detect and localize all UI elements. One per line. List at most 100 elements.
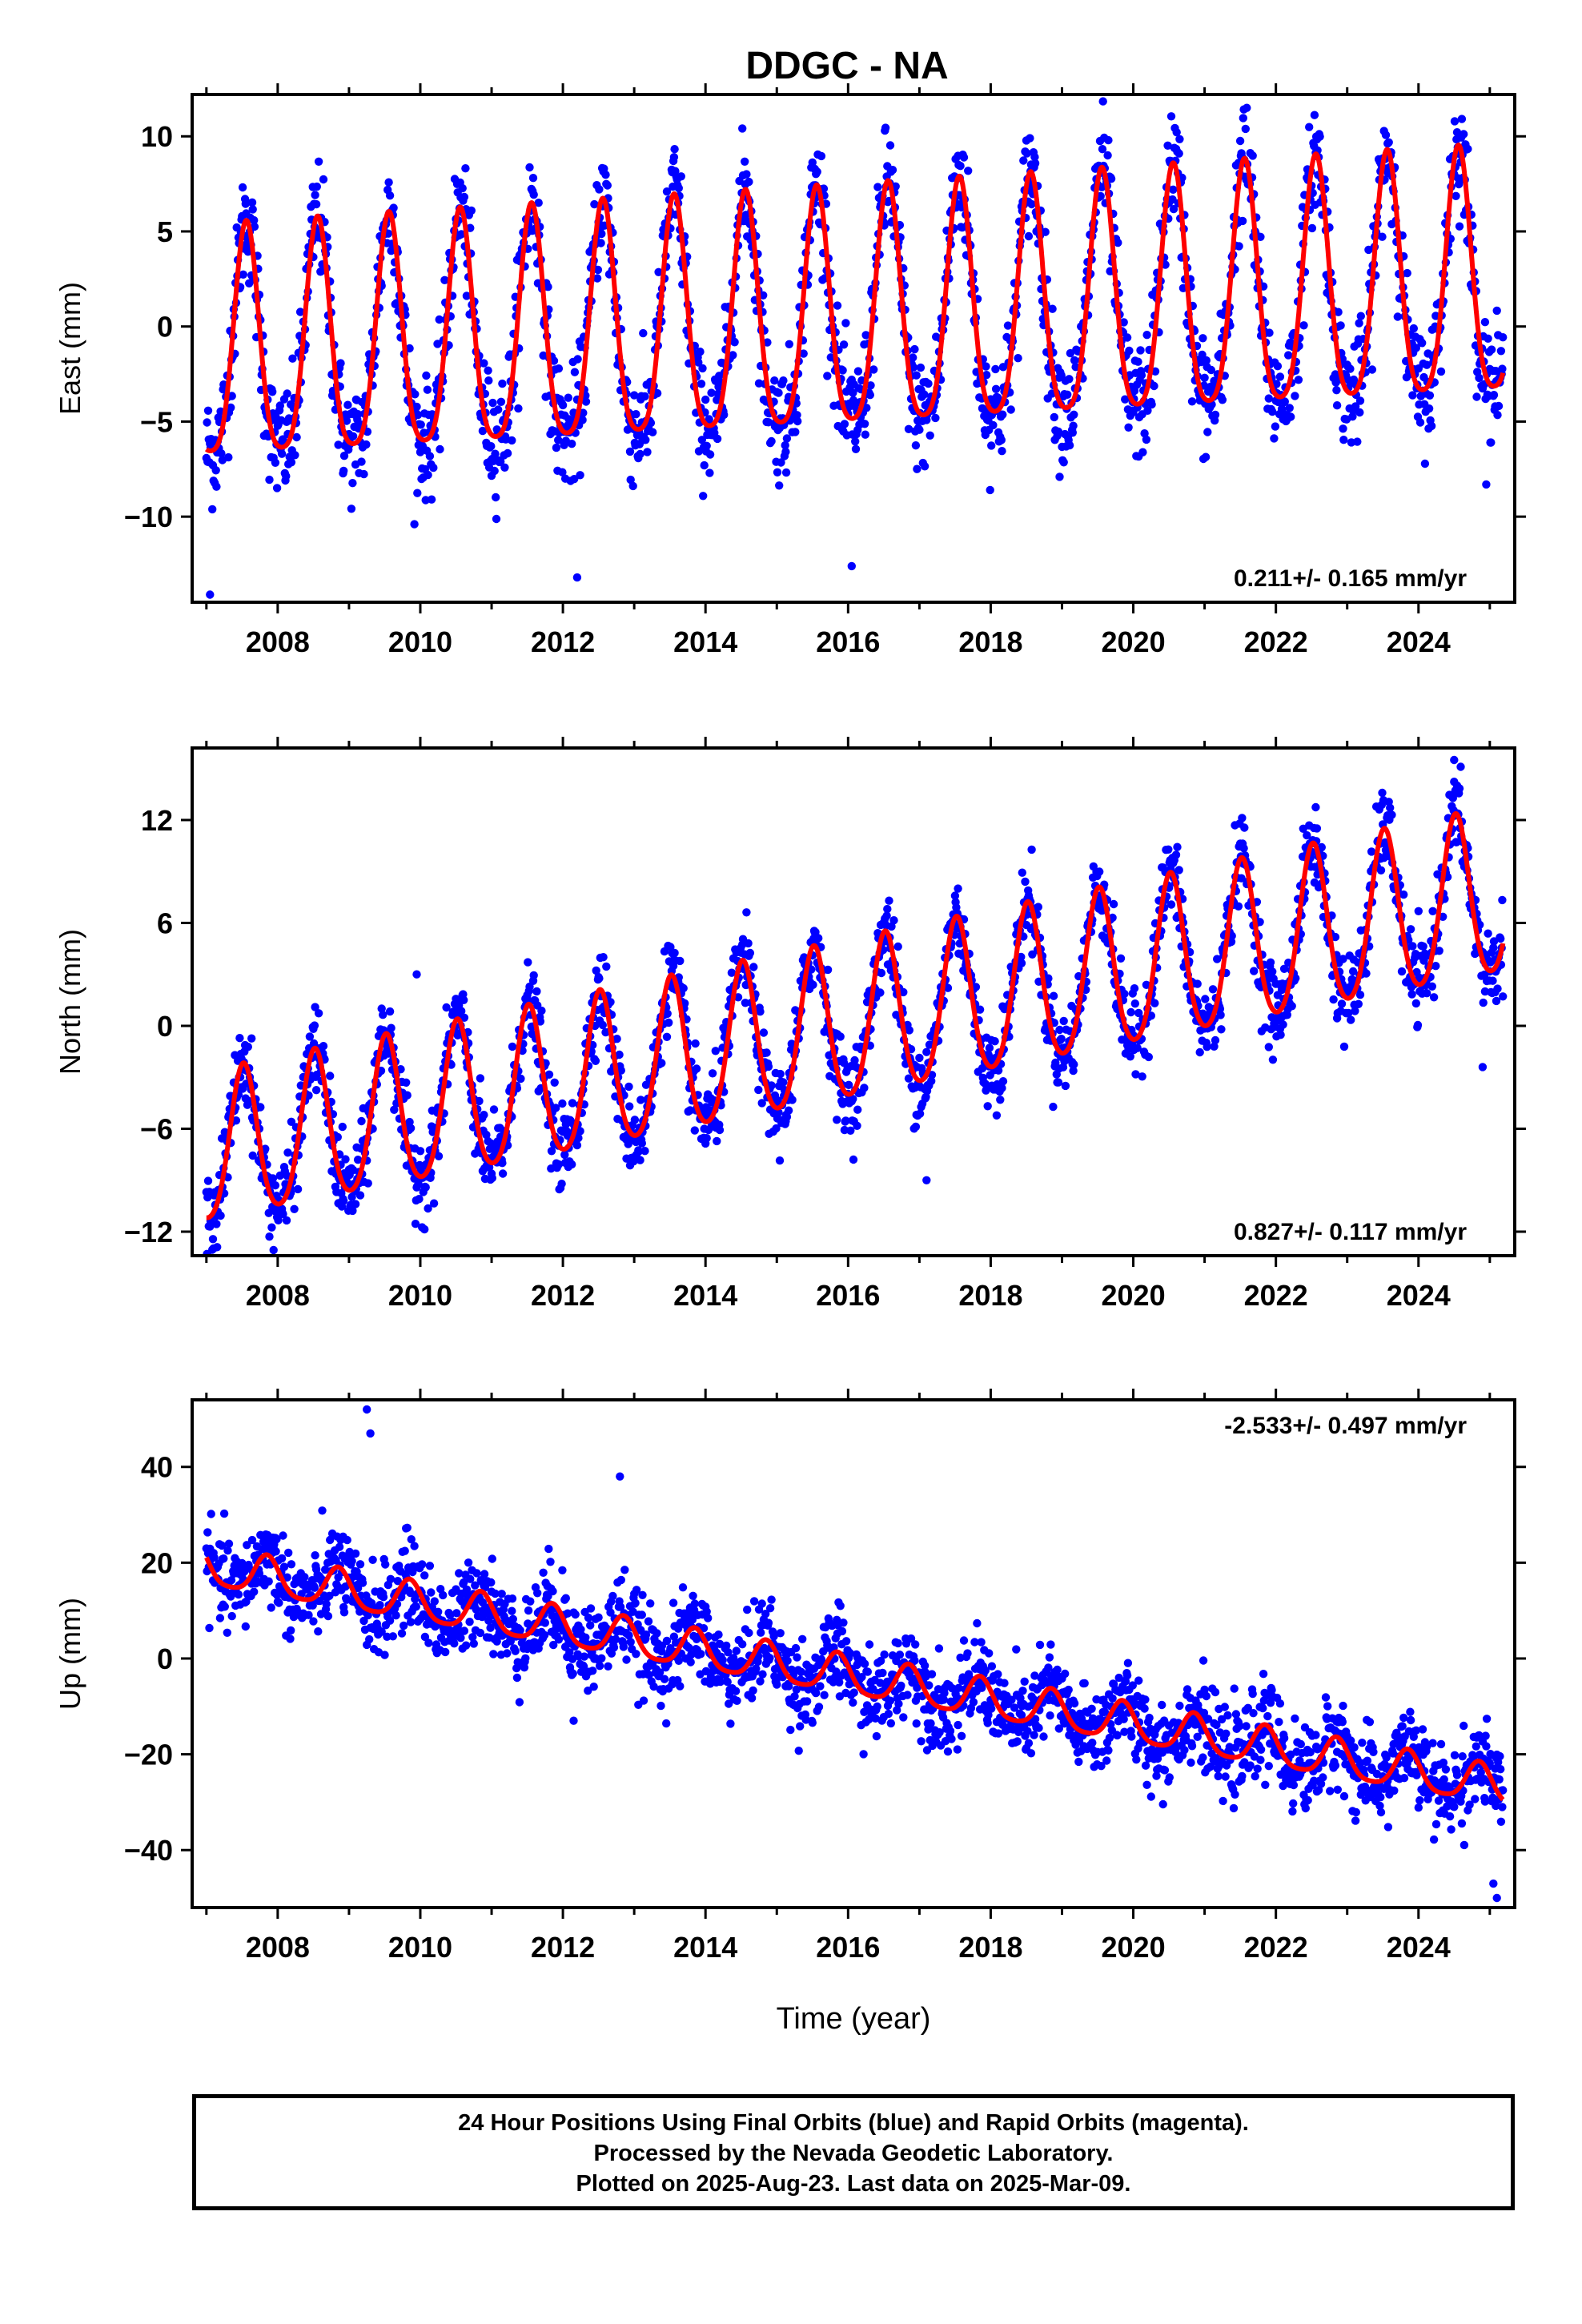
data-point [314, 1009, 323, 1018]
data-point [924, 379, 933, 388]
data-point [581, 397, 591, 406]
data-point [534, 199, 543, 207]
y-tick-label: 0 [157, 311, 173, 344]
data-point [866, 381, 875, 390]
data-point [674, 183, 683, 193]
data-point [1138, 448, 1147, 456]
data-point [1041, 227, 1050, 236]
data-point [670, 948, 679, 958]
data-point [809, 980, 817, 989]
data-point [323, 1611, 333, 1621]
data-point [318, 1506, 327, 1515]
data-point [436, 444, 444, 454]
data-point [423, 385, 432, 394]
data-point [982, 362, 990, 371]
data-point [1347, 1015, 1355, 1024]
data-point [1456, 762, 1465, 771]
data-point [288, 354, 297, 363]
data-point [1216, 1011, 1225, 1019]
data-point [692, 1064, 701, 1073]
data-point [781, 440, 789, 450]
data-point [1429, 993, 1439, 1002]
data-point [1353, 437, 1362, 446]
data-point [381, 1560, 390, 1569]
data-point [1017, 959, 1026, 968]
data-point [434, 1607, 443, 1617]
data-point [348, 432, 358, 440]
data-point [1199, 334, 1207, 343]
data-point [1378, 788, 1387, 798]
data-point [861, 331, 870, 340]
data-point [1356, 312, 1366, 320]
data-point [1346, 364, 1355, 373]
data-point [488, 398, 497, 408]
y-tick-label: 0 [157, 1010, 173, 1043]
data-point [524, 958, 532, 967]
data-point [1174, 866, 1183, 875]
data-point [265, 1232, 274, 1241]
data-point [570, 475, 579, 484]
x-tick-label: 2010 [388, 625, 452, 658]
data-point [355, 1560, 365, 1569]
data-point [359, 469, 368, 479]
data-point [568, 1160, 576, 1169]
data-point [590, 199, 599, 209]
data-point [342, 416, 351, 425]
x-tick-label: 2014 [673, 1279, 737, 1312]
data-point [557, 1180, 566, 1188]
data-point [676, 956, 685, 966]
data-point [996, 1096, 1005, 1104]
data-point [279, 1531, 287, 1540]
data-points [202, 755, 1508, 1256]
data-point [1034, 903, 1043, 911]
data-point [1397, 967, 1407, 976]
data-point [576, 471, 584, 480]
data-point [745, 948, 755, 958]
data-point [457, 230, 466, 239]
data-point [1264, 394, 1274, 403]
data-point [282, 1216, 291, 1225]
data-point [295, 308, 305, 316]
data-point [1492, 306, 1501, 316]
data-point [492, 514, 501, 524]
data-point [1355, 991, 1365, 999]
data-point [326, 1072, 335, 1080]
data-point [412, 1602, 420, 1611]
data-point [823, 965, 833, 975]
data-point [496, 457, 505, 466]
data-point [1355, 408, 1364, 417]
data-point [1411, 344, 1421, 352]
data-point [461, 164, 470, 173]
data-point [922, 1047, 931, 1056]
data-point [309, 1617, 318, 1626]
data-point [1415, 418, 1425, 427]
data-point [1054, 1078, 1063, 1087]
data-point [625, 1102, 634, 1111]
data-point [1116, 954, 1126, 963]
data-point [1018, 868, 1027, 877]
data-point [239, 270, 247, 279]
data-point [730, 338, 739, 347]
data-point [911, 1122, 921, 1132]
data-point [851, 437, 860, 446]
data-point [1424, 404, 1434, 413]
data-point [435, 315, 444, 324]
data-point [458, 183, 467, 193]
data-point [1332, 401, 1342, 410]
data-point [1068, 428, 1078, 437]
data-point [203, 1528, 212, 1537]
data-point [290, 1204, 299, 1214]
data-point [205, 1623, 214, 1633]
data-point [227, 1611, 236, 1621]
data-point [690, 1126, 699, 1135]
data-point [472, 1569, 481, 1578]
data-point [1280, 397, 1290, 406]
data-point [1393, 312, 1403, 321]
data-point [271, 1181, 280, 1190]
data-point [691, 1039, 700, 1048]
data-point [1248, 151, 1257, 160]
data-point [860, 1084, 869, 1092]
data-point [1311, 802, 1320, 812]
data-point [532, 987, 541, 996]
data-point [989, 420, 998, 430]
